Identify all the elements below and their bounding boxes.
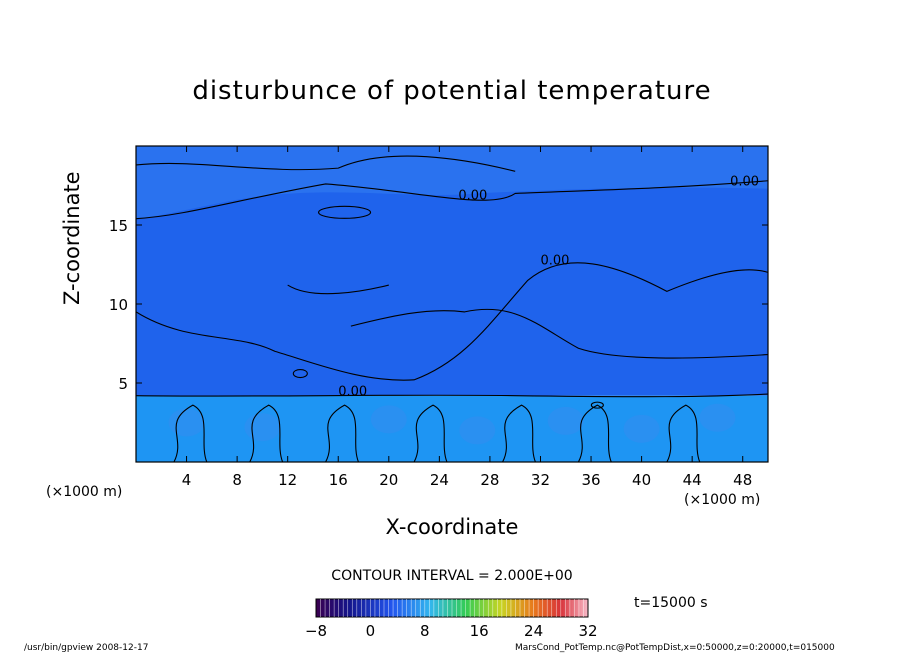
lower-patch-1 [244,413,281,442]
contour-labels: 0.00 0.00 0.00 0.00 [338,175,759,400]
colorbar-tick-label: 0 [366,622,376,640]
x-tick-label: 28 [480,471,499,489]
contour-zero-upper [136,180,768,220]
lower-patch-5 [623,414,660,443]
contour-lower-4 [502,404,536,462]
lower-patch-2 [370,405,407,434]
colorbar-tick-label: −8 [305,622,327,640]
x-tick-label: 40 [632,471,651,489]
y-axis-title: Z-coordinate [60,171,84,305]
x-tick-label: 48 [733,471,752,489]
contour-mid-1 [136,262,768,381]
contour-lower-1 [249,404,284,462]
colorbar: −8 0 8 16 24 32 [305,598,598,640]
x-axis-title: X-coordinate [385,515,519,539]
lower-patch-0 [168,408,205,437]
region-lower [136,395,768,462]
x-tick-label: 16 [329,471,348,489]
lower-patch-6 [699,403,736,432]
contour-mid-2 [350,308,768,359]
y-tick-label: 5 [118,375,128,393]
colorbar-tick-label: 8 [420,622,430,640]
lower-patch-3 [459,416,496,445]
y-tick-label: 15 [109,217,128,235]
contour-interval-text: CONTOUR INTERVAL = 2.000E+00 [331,568,573,584]
contour-mid-3 [287,284,389,295]
x-unit-left: (×1000 m) [46,484,123,500]
lower-patch-4 [547,406,584,435]
x-unit-right: (×1000 m) [684,492,761,508]
contour-closed-2 [292,368,308,379]
contour-closed-1 [318,205,372,219]
contour-zero-lower [136,393,768,398]
contour-lower-0 [173,404,208,462]
footer-right: MarsCond_PotTemp.nc@PotTempDist,x=0:5000… [515,643,835,653]
x-tick-label: 4 [182,471,192,489]
x-tick-label: 24 [430,471,449,489]
contour-lower-5 [577,404,612,462]
y-axis: 5 10 15 [109,217,768,393]
y-tick-label: 10 [109,296,128,314]
colorbar-tick-label: 24 [524,622,543,640]
x-tick-label: 32 [531,471,550,489]
x-tick-label: 12 [278,471,297,489]
x-tick-label: 36 [581,471,600,489]
x-tick-label: 20 [379,471,398,489]
x-axis: 4 8 12 16 20 24 28 32 36 40 44 48 [182,146,752,489]
colorbar-tick-label: 32 [578,622,597,640]
time-text: t=15000 s [634,595,708,611]
contour-top [136,155,516,172]
contour-label-1: 0.00 [458,189,487,204]
contour-lower-6 [666,404,701,462]
contour-closed-3 [590,401,604,409]
contour-label-2: 0.00 [540,254,569,269]
x-tick-label: 44 [683,471,702,489]
region-top-band [136,146,768,219]
colorbar-tick-label: 16 [470,622,489,640]
contour-label-0: 0.00 [338,385,367,400]
x-tick-label: 8 [232,471,242,489]
contour-lower-2 [325,404,359,462]
chart-title: disturbunce of potential temperature [192,76,712,106]
contour-label-3: 0.00 [730,175,759,190]
contour-lower-3 [413,404,448,462]
footer-left: /usr/bin/gpview 2008-12-17 [24,643,149,653]
contour-lines [136,155,768,462]
